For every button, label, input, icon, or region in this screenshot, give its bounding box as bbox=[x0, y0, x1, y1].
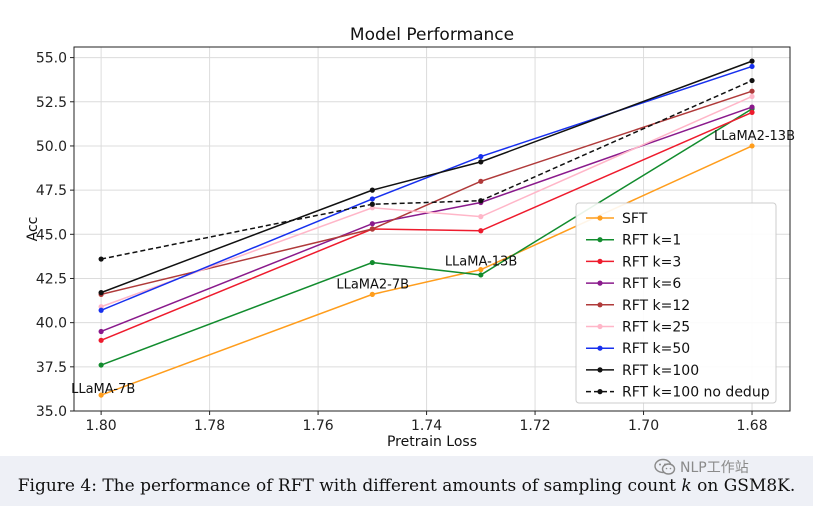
data-point bbox=[369, 187, 375, 193]
data-point bbox=[369, 221, 375, 227]
series-line bbox=[100, 106, 753, 333]
data-point bbox=[98, 328, 104, 335]
legend-marker bbox=[597, 389, 603, 395]
data-point bbox=[749, 104, 755, 110]
data-point bbox=[478, 153, 484, 160]
chart-frame: 1.80 1.78 1.76 1.74 1.72 1.70 1.68 35.0 37.5 40.0… bbox=[0, 0, 813, 456]
series-line bbox=[100, 90, 753, 296]
x-tick-label: 1.70 bbox=[628, 418, 659, 434]
y-tick-label: 50.0 bbox=[36, 139, 67, 155]
data-point bbox=[98, 307, 104, 313]
series-line bbox=[100, 60, 753, 294]
x-tick-label: 1.80 bbox=[86, 418, 117, 434]
data-point bbox=[478, 198, 484, 204]
legend-label: RFT k=100 no dedup bbox=[622, 385, 770, 401]
legend-label: RFT k=3 bbox=[622, 254, 681, 270]
chart-title: Model Performance bbox=[350, 25, 514, 45]
annotation-label: LLaMA-7B bbox=[71, 382, 135, 397]
legend-marker bbox=[597, 323, 603, 330]
x-tick-label: 1.72 bbox=[519, 418, 550, 434]
data-point bbox=[749, 109, 755, 115]
annotation-label: LLaMA2-7B bbox=[336, 277, 409, 292]
data-point bbox=[369, 291, 375, 297]
watermark-text: NLP工作站 bbox=[680, 460, 749, 476]
x-axis-label: Pretrain Loss bbox=[387, 434, 477, 450]
data-point bbox=[478, 228, 484, 234]
data-point bbox=[478, 267, 484, 273]
caption-prefix: Figure 4: The performance of RFT with di… bbox=[17, 476, 676, 496]
legend-box bbox=[575, 202, 777, 404]
data-point bbox=[749, 143, 755, 149]
legend-label: SFT bbox=[622, 211, 648, 227]
data-point bbox=[98, 256, 104, 262]
x-tick-label: 1.68 bbox=[736, 418, 767, 434]
data-point bbox=[369, 196, 375, 202]
plot-frame bbox=[73, 46, 791, 412]
annotation-label: LLaMA2-13B bbox=[714, 129, 795, 144]
y-tick-label: 47.5 bbox=[36, 183, 67, 199]
y-tick-label: 37.5 bbox=[36, 360, 67, 376]
data-point bbox=[478, 178, 484, 184]
y-axis-label: Acc bbox=[25, 217, 41, 242]
data-point bbox=[749, 58, 755, 64]
data-point bbox=[478, 214, 484, 220]
legend-label: RFT k=1 bbox=[622, 233, 681, 249]
series-line bbox=[100, 108, 753, 366]
y-tick-label: 42.5 bbox=[36, 271, 67, 287]
legend-label: RFT k=50 bbox=[622, 341, 690, 357]
legend-marker bbox=[597, 367, 603, 373]
legend-marker bbox=[597, 215, 603, 221]
data-point bbox=[478, 159, 484, 165]
data-point bbox=[369, 201, 375, 207]
y-tick-label: 55.0 bbox=[36, 51, 67, 67]
data-point bbox=[478, 272, 484, 278]
data-point bbox=[98, 337, 104, 343]
legend-marker bbox=[597, 302, 603, 308]
data-point bbox=[749, 77, 755, 84]
data-point bbox=[749, 88, 755, 94]
legend-label: RFT k=25 bbox=[622, 320, 690, 336]
data-point bbox=[98, 290, 104, 296]
x-tick-label: 1.74 bbox=[411, 418, 442, 434]
data-point bbox=[749, 63, 755, 70]
legend-marker bbox=[597, 237, 603, 243]
caption-suffix: on GSM8K. bbox=[697, 476, 796, 496]
series-line bbox=[100, 95, 753, 308]
legend-label: RFT k=100 bbox=[622, 363, 699, 379]
data-point bbox=[749, 93, 755, 100]
data-point bbox=[369, 226, 375, 232]
wechat-icon bbox=[654, 458, 676, 475]
chart-plot: 1.80 1.78 1.76 1.74 1.72 1.70 1.68 35.0 37.5 40.0… bbox=[25, 25, 795, 450]
y-tick-label: 35.0 bbox=[36, 404, 67, 420]
y-tick-label: 45.0 bbox=[36, 227, 67, 243]
legend-label: RFT k=6 bbox=[622, 276, 681, 292]
y-tick-label: 52.5 bbox=[36, 95, 67, 111]
legend-marker bbox=[597, 345, 603, 351]
watermark: NLP工作站 bbox=[654, 457, 749, 477]
caption-variable: k bbox=[681, 476, 692, 496]
data-point bbox=[98, 392, 104, 398]
legend-marker bbox=[597, 258, 603, 264]
legend-marker bbox=[597, 280, 603, 286]
y-tick-label: 40.0 bbox=[36, 316, 67, 332]
legend-label: RFT k=12 bbox=[622, 298, 690, 314]
x-tick-label: 1.78 bbox=[194, 418, 225, 434]
series-line bbox=[100, 111, 753, 342]
data-point bbox=[369, 259, 375, 266]
figure-caption: Figure 4: The performance of RFT with di… bbox=[0, 476, 813, 496]
x-tick-label: 1.76 bbox=[303, 418, 334, 434]
data-point bbox=[98, 362, 104, 368]
series-line bbox=[100, 79, 753, 260]
annotation-label: LLaMA-13B bbox=[445, 255, 517, 270]
